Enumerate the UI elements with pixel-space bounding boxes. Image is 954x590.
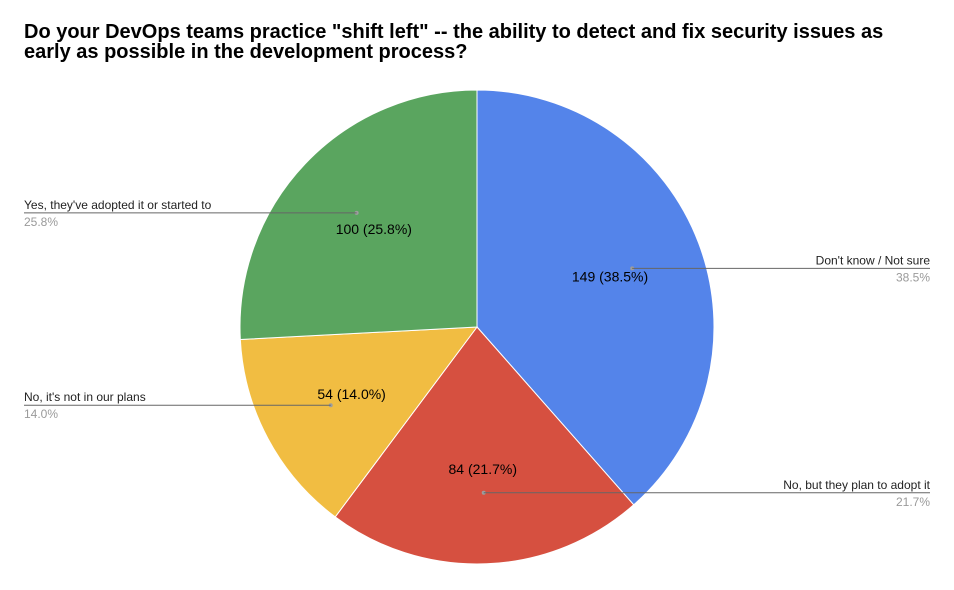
callout-percent: 25.8%	[24, 215, 58, 229]
chart-title: Do your DevOps teams practice "shift lef…	[24, 21, 884, 63]
pie-slices	[239, 89, 715, 565]
pie-slice-yes-they-ve-adopted-it-or-started-to	[239, 89, 478, 341]
slice-value-label: 54 (14.0%)	[317, 386, 385, 402]
callout-label-yes-they-ve-adopted-it-or-started-to: Yes, they've adopted it or started to	[24, 198, 212, 212]
callout-label-don-t-know-not-sure: Don't know / Not sure	[816, 253, 931, 267]
callout-percent: 38.5%	[896, 270, 930, 284]
pie-slice-no-but-they-plan-to-adopt-it	[334, 326, 635, 565]
callout-label-no-but-they-plan-to-adopt-it: No, but they plan to adopt it	[783, 478, 930, 492]
pie-callouts: 149 (38.5%) Don't know / Not sure 38.5% 84 …	[24, 198, 931, 509]
callout-percent: 14.0%	[24, 407, 58, 421]
pie-slice-no-it-s-not-in-our-plans	[239, 326, 479, 518]
pie-slice-don-t-know-not-sure	[476, 89, 715, 506]
callout-percent: 21.7%	[896, 495, 930, 509]
slice-value-label: 84 (21.7%)	[449, 461, 517, 477]
callout-label-no-it-s-not-in-our-plans: No, it's not in our plans	[24, 390, 146, 404]
slice-value-label: 100 (25.8%)	[336, 221, 412, 237]
slice-value-label: 149 (38.5%)	[572, 269, 648, 285]
